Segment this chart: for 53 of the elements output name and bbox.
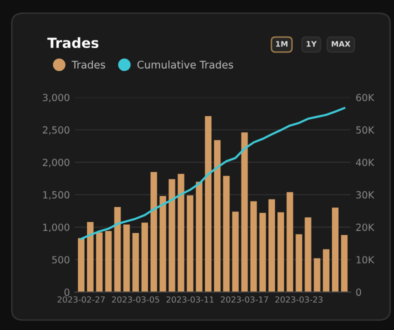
bar xyxy=(223,176,230,292)
x-tick-label: 2023-03-05 xyxy=(112,296,160,303)
bar xyxy=(304,217,312,292)
y-tick-label: 2,000 xyxy=(42,158,70,168)
x-tick-label: 2023-03-11 xyxy=(166,296,214,303)
bar xyxy=(278,212,284,292)
x-tick-label: 2023-03-17 xyxy=(220,296,268,303)
bar xyxy=(314,258,320,292)
bar xyxy=(214,140,221,292)
y-tick-label: 2,500 xyxy=(42,126,70,135)
bar xyxy=(78,238,84,292)
y-tick-label: 0 xyxy=(64,288,70,296)
y2-tick-label: 60K xyxy=(356,94,374,102)
bar xyxy=(250,201,257,292)
bar xyxy=(105,231,112,292)
y2-tick-label: 20K xyxy=(356,224,374,231)
bar xyxy=(132,232,139,292)
x-tick-label: 2023-03-23 xyxy=(275,296,322,303)
y-tick-label: 1,500 xyxy=(43,191,70,200)
bar xyxy=(296,234,302,292)
y2-tick-label: 0 xyxy=(356,288,362,296)
legend-label: Trades xyxy=(72,60,106,69)
y2-tick-label: 50K xyxy=(356,126,374,134)
y-tick-label: 3,000 xyxy=(42,94,70,102)
bar xyxy=(114,207,121,292)
bar xyxy=(322,249,330,292)
bar xyxy=(332,208,339,292)
legend-label: Cumulative Trades xyxy=(137,60,234,69)
chart-title: Trades xyxy=(47,37,98,48)
y2-tick-label: 30K xyxy=(356,191,374,199)
bar xyxy=(150,172,158,292)
bar xyxy=(259,212,266,292)
y2-tick-label: 40K xyxy=(356,158,374,166)
bar xyxy=(286,192,294,292)
bar xyxy=(186,195,194,292)
bar xyxy=(241,132,248,292)
y2-tick-label: 10K xyxy=(356,256,374,264)
bar xyxy=(178,174,184,292)
bar xyxy=(341,234,348,292)
bar xyxy=(141,222,148,292)
y-tick-label: 500 xyxy=(52,256,70,264)
bar xyxy=(87,222,94,292)
bar xyxy=(168,179,176,292)
bar xyxy=(160,196,166,292)
bar xyxy=(232,212,239,292)
x-tick-label: 2023-02-27 xyxy=(58,296,105,303)
y-tick-label: 1,000 xyxy=(43,224,70,232)
bar xyxy=(123,224,130,292)
bar xyxy=(268,199,275,292)
bar xyxy=(204,116,212,292)
line-series xyxy=(80,107,346,240)
bar xyxy=(196,182,202,292)
bar xyxy=(96,232,103,292)
